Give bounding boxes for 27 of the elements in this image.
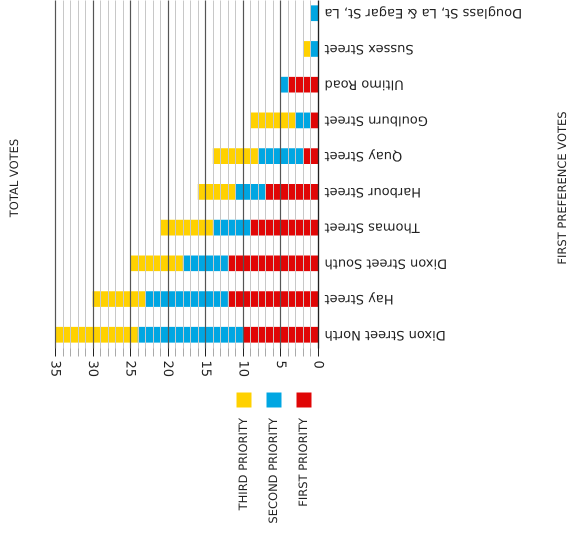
bar [310,112,318,128]
x-tick-label: 25 [122,360,138,378]
x-tick-label: 15 [198,360,213,378]
text: FIRST PREFERENCE VOTES [555,111,569,265]
legend-label: FIRST PRIORITY [296,417,310,507]
y-tick-label: Hay Street [324,291,394,306]
y-tick-label: Harbour Street [324,184,422,199]
legend-label: THIRD PRIORITY [236,417,250,512]
y-tick-label: Ultimo Road [324,76,404,92]
y-tick-label: Thomas Street [324,220,421,235]
x-tick-label: 35 [48,360,62,378]
y-tick-label: Goulburn Street [324,112,428,128]
y-tick-label: Dixon Street North [324,326,446,342]
bar [280,76,288,93]
y-tick-label: Sussex Street [324,40,414,56]
y-tick-label: Quay Street [324,148,402,164]
text: TOTAL VOTES [7,138,21,218]
y-tick-label: Douglass St, La & Eagar St, La [324,5,522,20]
legend-label: SECOND PRIORITY [266,417,280,524]
bar [310,5,318,22]
y-tick-label: Dixon Street South [324,255,448,270]
bar [310,41,318,57]
x-tick-label: 5 [272,360,288,369]
x-tick-label: 30 [85,360,100,378]
x-tick-label: 10 [235,360,250,378]
x-tick-label: 20 [160,360,176,378]
x-tick-label: 0 [310,360,326,369]
